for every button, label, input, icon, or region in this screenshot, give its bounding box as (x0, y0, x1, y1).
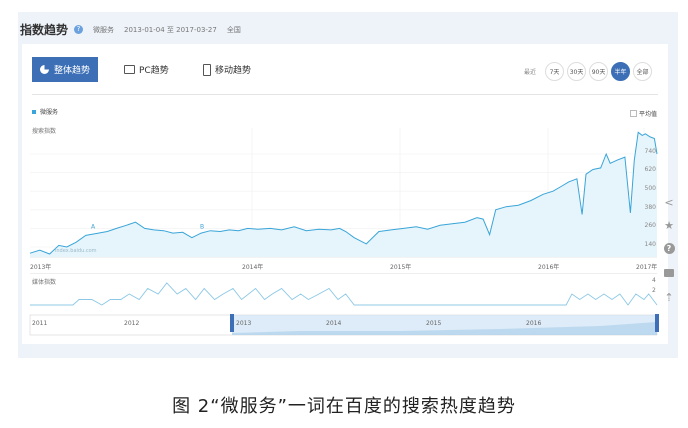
phone-icon (203, 63, 211, 76)
date-range: 2013-01-04 至 2017-03-27 (124, 25, 217, 34)
annotation-a: A (91, 224, 96, 231)
keyword: 微服务 (93, 25, 115, 34)
navigator-right-handle (655, 314, 659, 332)
annotation-b: B (200, 224, 204, 231)
y-tick: 140 (644, 241, 656, 248)
x-tick: 2014年 (242, 264, 264, 271)
legend-label: 微服务 (40, 109, 59, 116)
pie-chart-icon (39, 65, 49, 74)
nav-tick: 2016 (526, 320, 542, 327)
y-tick: 500 (644, 185, 656, 192)
range-7d[interactable]: 7天 (545, 62, 565, 81)
divider (32, 94, 658, 95)
nav-tick: 2015 (426, 320, 442, 327)
average-checkbox[interactable] (630, 110, 637, 117)
x-tick: 2016年 (538, 264, 560, 271)
x-tick: 2017年 (636, 264, 658, 271)
question-circle-icon[interactable]: ? (74, 25, 84, 34)
nav-tick: 2011 (32, 320, 48, 327)
media-index-line (30, 282, 658, 306)
tab-label: 移动趋势 (215, 66, 252, 76)
x-tick: 2013年 (30, 264, 52, 271)
watermark: index.baidu.com (55, 248, 97, 254)
range-half-year[interactable]: 半年 (611, 62, 631, 81)
navigator-left-handle (230, 314, 234, 332)
share-icon[interactable]: < (664, 195, 674, 209)
media-index-title: 媒体指数 (32, 279, 57, 286)
y-tick: 260 (644, 222, 656, 229)
star-icon[interactable]: ★ (664, 218, 674, 232)
back-to-top-icon[interactable]: ⇡ (664, 290, 674, 304)
range-label: 最近 (524, 69, 537, 76)
search-index-line (29, 131, 658, 255)
average-label: 平均值 (639, 111, 658, 118)
range-all[interactable]: 全部 (633, 62, 653, 81)
media-y-tick: 4 (652, 277, 656, 284)
tab-mobile-trend[interactable]: 移动趋势 (203, 63, 251, 76)
region: 全国 (226, 25, 241, 34)
range-90d[interactable]: 90天 (589, 62, 609, 81)
range-selector: 最近 7天 30天 90天 半年 全部 (524, 62, 653, 81)
question-icon[interactable]: ? (662, 241, 676, 255)
monitor-icon (124, 65, 135, 74)
range-30d[interactable]: 30天 (567, 62, 587, 81)
comment-icon[interactable] (662, 266, 676, 280)
title-row: 指数趋势 ? 微服务 2013-01-04 至 2017-03-27 全国 (20, 21, 241, 38)
tab-label: PC趋势 (139, 66, 169, 76)
media-y-tick: 2 (652, 287, 656, 294)
legend[interactable]: 微服务 (32, 107, 58, 116)
figure-caption: 图 2“微服务”一词在百度的搜索热度趋势 (172, 396, 516, 417)
tab-pc-trend[interactable]: PC趋势 (124, 63, 169, 76)
page-title: 指数趋势 (20, 23, 69, 37)
y-tick: 380 (644, 204, 656, 211)
y-tick: 740 (644, 148, 656, 155)
search-index-title: 搜索指数 (32, 128, 57, 135)
average-toggle[interactable]: 平均值 (630, 109, 657, 118)
nav-tick: 2014 (326, 320, 342, 327)
tab-label: 整体趋势 (53, 66, 90, 76)
navigator-area (232, 322, 657, 335)
nav-tick: 2013 (236, 320, 252, 327)
media-divider (30, 273, 657, 274)
tab-overall-trend[interactable]: 整体趋势 (32, 57, 98, 82)
y-tick: 620 (644, 166, 656, 173)
legend-swatch (32, 109, 36, 114)
x-tick: 2015年 (390, 264, 412, 271)
nav-tick: 2012 (124, 320, 140, 327)
search-index-area (30, 132, 657, 257)
